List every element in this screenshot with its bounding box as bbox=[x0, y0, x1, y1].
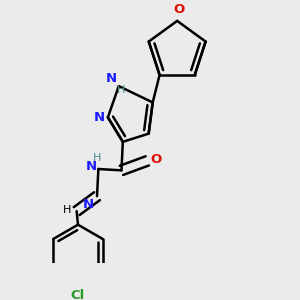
Text: Cl: Cl bbox=[71, 289, 85, 300]
Text: O: O bbox=[173, 3, 184, 16]
Text: N: N bbox=[106, 72, 117, 85]
Text: N: N bbox=[94, 111, 105, 124]
Text: O: O bbox=[151, 153, 162, 166]
Text: N: N bbox=[82, 198, 94, 211]
Text: N: N bbox=[86, 160, 97, 173]
Text: H: H bbox=[63, 205, 72, 215]
Text: H: H bbox=[117, 85, 125, 95]
Text: H: H bbox=[93, 153, 101, 163]
